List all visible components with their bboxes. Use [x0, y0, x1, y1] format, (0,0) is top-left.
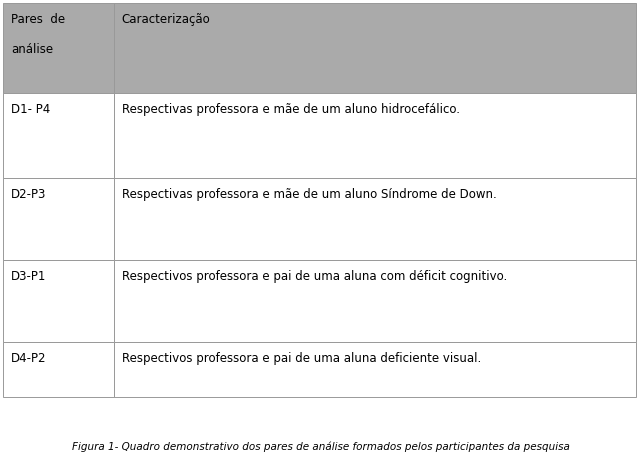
Text: análise: análise [11, 43, 53, 56]
Text: Pares  de: Pares de [11, 13, 65, 26]
Bar [3, 93, 114, 178]
Text: Caracterização: Caracterização [122, 13, 211, 26]
Bar [114, 3, 636, 93]
Bar [3, 178, 114, 260]
Bar [114, 178, 636, 260]
Text: D2-P3: D2-P3 [11, 188, 46, 201]
Text: Figura 1- Quadro demonstrativo dos pares de análise formados pelos participantes: Figura 1- Quadro demonstrativo dos pares… [72, 442, 570, 452]
Text: Respectivos professora e pai de uma aluna com déficit cognitivo.: Respectivos professora e pai de uma alun… [122, 270, 507, 283]
Text: Respectivas professora e mãe de um aluno Síndrome de Down.: Respectivas professora e mãe de um aluno… [122, 188, 496, 201]
Text: D4-P2: D4-P2 [11, 352, 46, 365]
Text: D1- P4: D1- P4 [11, 103, 50, 116]
Text: D3-P1: D3-P1 [11, 270, 46, 283]
Bar [3, 260, 114, 342]
Bar [3, 3, 114, 93]
Bar [114, 342, 636, 397]
Bar [3, 342, 114, 397]
Bar [114, 93, 636, 178]
Bar [114, 260, 636, 342]
Text: Respectivos professora e pai de uma aluna deficiente visual.: Respectivos professora e pai de uma alun… [122, 352, 481, 365]
Text: Respectivas professora e mãe de um aluno hidrocefálico.: Respectivas professora e mãe de um aluno… [122, 103, 460, 116]
